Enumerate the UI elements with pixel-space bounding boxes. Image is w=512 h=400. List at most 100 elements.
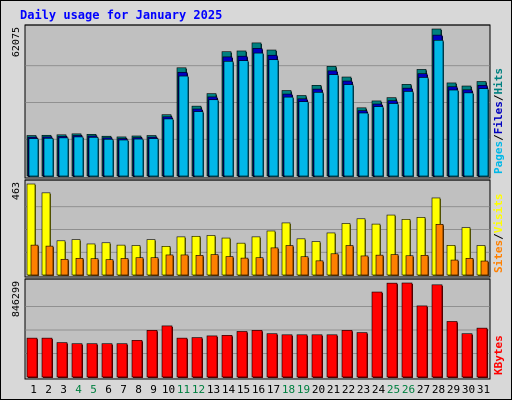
bar-sites <box>30 244 39 276</box>
bar-kbytes <box>176 337 188 378</box>
x-tick-label: 18 <box>282 383 295 396</box>
chart-panels: 62075 Pages/Files/Hits 463 Sites/Visits 8462… <box>11 24 505 380</box>
bar-sites <box>300 256 309 276</box>
bar-kbytes <box>371 291 383 378</box>
bar-sites <box>210 254 219 276</box>
bar-pages <box>178 75 189 177</box>
bar-kbytes <box>71 343 83 378</box>
bar-pages <box>478 88 489 177</box>
bar-sites <box>45 245 54 276</box>
x-tick-label: 24 <box>372 383 386 396</box>
bar-kbytes <box>461 333 473 378</box>
bar-pages <box>103 138 114 177</box>
bar-sites <box>165 254 174 276</box>
x-tick-label: 30 <box>462 383 475 396</box>
x-tick-label: 20 <box>312 383 325 396</box>
legend-visits: Visits <box>492 194 505 234</box>
x-axis-tick-labels: 1 2 3 4 5 6 7 8 9 10 11 12 13 14 15 16 17 18 19 20 21 22 23 24 2… <box>30 383 490 396</box>
legend-files: Files <box>492 101 505 134</box>
bar-sites <box>360 255 369 276</box>
bar-pages <box>298 101 309 177</box>
bar-pages <box>268 59 279 178</box>
bar-pages <box>328 74 339 177</box>
bar-kbytes <box>206 335 218 378</box>
x-tick-label: 16 <box>252 383 265 396</box>
bar-pages <box>73 136 84 177</box>
x-tick-label: 28 <box>432 383 445 396</box>
x-tick-label: 26 <box>402 383 415 396</box>
bar-kbytes <box>221 335 233 378</box>
bar-sites <box>255 257 264 276</box>
x-tick-label: 1 <box>30 383 37 396</box>
bar-sites <box>270 247 279 276</box>
bar-pages <box>373 106 384 177</box>
bar-kbytes <box>446 321 458 378</box>
bar-kbytes <box>296 334 308 378</box>
bar-sites <box>345 245 354 276</box>
bar-pages <box>358 112 369 177</box>
bar-kbytes <box>131 340 143 378</box>
bar-sites <box>390 254 399 276</box>
bar-sites <box>375 254 384 276</box>
bar-sites <box>450 259 459 276</box>
bar-sites <box>180 254 189 276</box>
bar-sites <box>90 258 99 276</box>
bar-kbytes <box>281 334 293 378</box>
bar-pages <box>208 99 219 177</box>
bar-sites <box>60 258 69 276</box>
x-tick-label: 14 <box>222 383 236 396</box>
hits-legend: Pages/Files/Hits <box>492 68 505 174</box>
bar-pages <box>313 92 324 177</box>
x-tick-label: 29 <box>447 383 460 396</box>
bar-sites <box>330 253 339 276</box>
x-tick-label: 8 <box>135 383 142 396</box>
bar-kbytes <box>476 327 488 378</box>
bar-pages <box>463 92 474 177</box>
bar-kbytes <box>101 343 113 378</box>
x-tick-label: 21 <box>327 383 340 396</box>
bar-kbytes <box>26 337 38 378</box>
x-tick-label: 19 <box>297 383 310 396</box>
kbytes-max-label: 846299 <box>11 281 22 317</box>
x-tick-label: 25 <box>387 383 400 396</box>
bar-kbytes <box>386 282 398 378</box>
bar-pages <box>388 103 399 177</box>
x-tick-label: 22 <box>342 383 355 396</box>
bar-sites <box>105 259 114 276</box>
kbytes-panel: 846299 KBytes <box>11 278 505 380</box>
bar-sites <box>195 255 204 276</box>
bar-kbytes <box>146 330 158 378</box>
visits-max-label: 463 <box>11 182 22 200</box>
bar-pages <box>163 118 174 177</box>
x-tick-label: 12 <box>192 383 205 396</box>
x-tick-label: 9 <box>150 383 157 396</box>
x-tick-label: 3 <box>60 383 67 396</box>
x-tick-label: 4 <box>75 383 82 396</box>
bar-kbytes <box>401 282 413 378</box>
x-tick-label: 17 <box>267 383 280 396</box>
bar-pages <box>283 96 294 177</box>
bar-kbytes <box>341 330 353 378</box>
legend-pages: Pages <box>492 141 505 174</box>
visits-legend: Sites/Visits <box>492 194 505 274</box>
bar-kbytes <box>56 342 68 378</box>
bar-sites <box>480 260 489 276</box>
x-tick-label: 10 <box>162 383 175 396</box>
bar-sites <box>150 257 159 276</box>
bar-sites <box>240 257 249 276</box>
bar-pages <box>193 111 204 177</box>
bar-sites <box>285 245 294 276</box>
bar-kbytes <box>191 337 203 378</box>
bar-pages <box>403 91 414 177</box>
x-tick-label: 31 <box>477 383 490 396</box>
bar-pages <box>58 137 69 177</box>
bar-pages <box>118 139 129 177</box>
x-tick-label: 6 <box>105 383 112 396</box>
bar-sites <box>435 223 444 276</box>
bar-kbytes <box>311 334 323 378</box>
bar-kbytes <box>431 284 443 378</box>
bar-pages <box>148 138 159 177</box>
bar-kbytes <box>161 325 173 378</box>
bar-pages <box>133 138 144 177</box>
